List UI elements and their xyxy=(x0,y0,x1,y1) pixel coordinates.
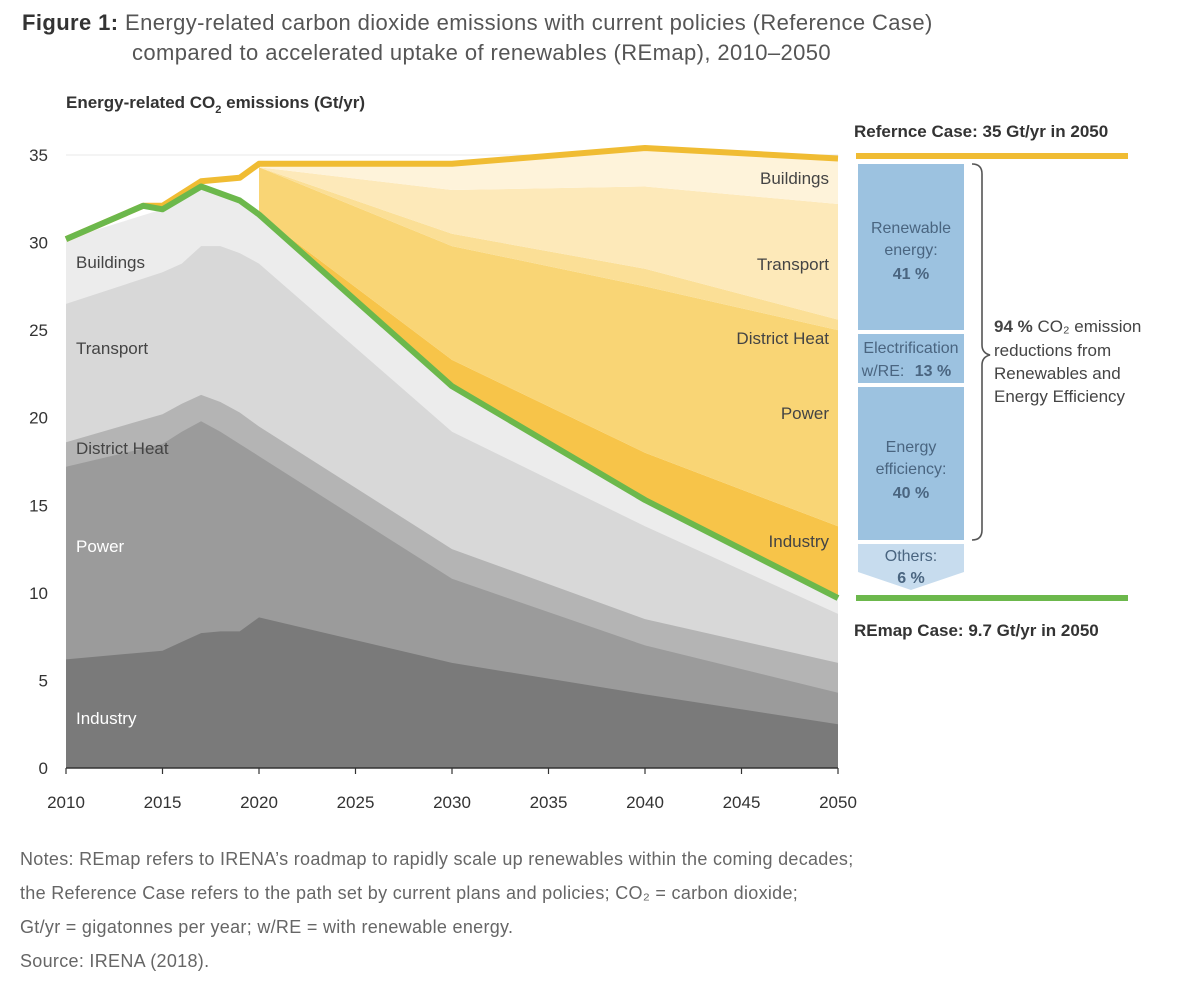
notes-line: Notes: REmap refers to IRENA’s roadmap t… xyxy=(20,849,854,869)
x-tick-label: 2050 xyxy=(819,793,857,812)
bracket-note-line4: Energy Efficiency xyxy=(994,387,1126,406)
label-left: District Heat xyxy=(76,439,169,458)
reference-case-label: Refernce Case: 35 Gt/yr in 2050 xyxy=(854,122,1108,141)
bracket-note-line3: Renewables and xyxy=(994,364,1121,383)
label-left: Industry xyxy=(76,709,137,728)
breakdown-text: Others: xyxy=(885,548,937,565)
x-tick-label: 2025 xyxy=(337,793,375,812)
y-tick-label: 35 xyxy=(29,146,48,165)
breakdown-box xyxy=(858,164,964,330)
y-tick-label: 10 xyxy=(29,584,48,603)
label-left: Buildings xyxy=(76,253,145,272)
label-left: Power xyxy=(76,537,125,556)
breakdown-value: 13 % xyxy=(915,363,951,380)
wedge-transport xyxy=(259,167,838,320)
breakdown-value: 40 % xyxy=(893,485,929,502)
breakdown-value: 6 % xyxy=(897,570,925,587)
label-left: Transport xyxy=(76,339,148,358)
remap-case-label: REmap Case: 9.7 Gt/yr in 2050 xyxy=(854,621,1099,640)
x-tick-label: 2020 xyxy=(240,793,278,812)
breakdown-box xyxy=(858,387,964,540)
breakdown-box xyxy=(858,334,964,383)
wedge-industry xyxy=(259,214,838,599)
breakdown-text: Renewable xyxy=(871,220,951,237)
notes: Notes: REmap refers to IRENA’s roadmap t… xyxy=(20,842,854,978)
breakdown-text: Electrification xyxy=(863,340,958,357)
emissions-chart: 2010 2015 2020 2025 2030 2035 2040 2045 20500510… xyxy=(29,93,1141,812)
x-tick-label: 2035 xyxy=(530,793,568,812)
bracket-note-line1: 94 % CO₂ emission xyxy=(994,317,1141,336)
label-right: Power xyxy=(781,404,830,423)
figure-title-line1: Energy-related carbon dioxide emissions … xyxy=(125,10,933,35)
area-labels: Buildings Transport District Heat Power Indu… xyxy=(76,122,1108,728)
breakdown-text: efficiency: xyxy=(876,461,947,478)
breakdown-text: w/RE: xyxy=(861,363,905,380)
source-line: Source: IRENA (2018). xyxy=(20,951,210,971)
y-tick-label: 20 xyxy=(29,409,48,428)
bracket xyxy=(971,163,991,541)
notes-line: Gt/yr = gigatonnes per year; w/RE = with… xyxy=(20,917,514,937)
y-tick-label: 15 xyxy=(29,496,48,515)
breakdown-text: Energy xyxy=(886,439,937,456)
label-right: Transport xyxy=(757,255,829,274)
breakdown-value: 41 % xyxy=(893,266,929,283)
x-tick-label: 2030 xyxy=(433,793,471,812)
breakdown-text: energy: xyxy=(884,242,937,259)
x-tick-label: 2045 xyxy=(723,793,761,812)
area-industry xyxy=(66,617,838,768)
y-tick-label: 25 xyxy=(29,321,48,340)
reduction-wedges xyxy=(259,148,838,599)
label-right: Buildings xyxy=(760,169,829,188)
y-tick-label: 5 xyxy=(39,671,48,690)
scenario-lines xyxy=(64,145,1128,601)
x-tick-label: 2015 xyxy=(144,793,182,812)
axes: 2010 2015 2020 2025 2030 2035 2040 2045 20500510… xyxy=(29,93,857,812)
figure-title-line2: compared to accelerated uptake of renewa… xyxy=(132,40,832,65)
wedge-district-heat xyxy=(259,167,838,331)
figure-title: Figure 1: Energy-related carbon dioxide … xyxy=(22,8,933,68)
figure-label: Figure 1: xyxy=(22,10,119,35)
label-right: Industry xyxy=(769,532,830,551)
notes-line: the Reference Case refers to the path se… xyxy=(20,883,799,903)
wedge-buildings xyxy=(259,148,838,204)
label-right: District Heat xyxy=(736,329,829,348)
remap-case-line xyxy=(64,183,840,601)
reduction-breakdown: Renewable energy: 41 % Electrification w/RE:… xyxy=(858,163,1141,590)
y-tick-label: 30 xyxy=(29,234,48,253)
y-tick-label: 0 xyxy=(39,759,48,778)
wedge-power xyxy=(259,167,838,527)
y-axis-label: Energy-related CO2 emissions (Gt/yr) xyxy=(66,93,365,116)
others-arrow xyxy=(858,544,964,590)
x-tick-label: 2040 xyxy=(626,793,664,812)
bracket-note-line2: reductions from xyxy=(994,341,1111,360)
stacked-areas xyxy=(66,186,838,769)
x-tick-label: 2010 xyxy=(47,793,85,812)
